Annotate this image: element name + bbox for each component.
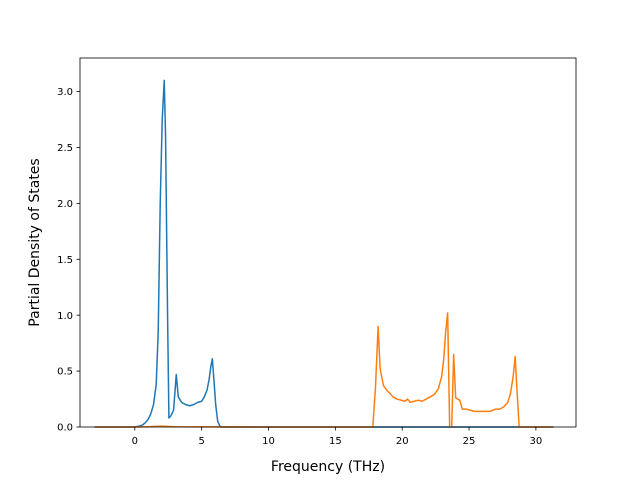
plot-area: [80, 58, 576, 427]
series-layer: [94, 79, 554, 428]
x-axis-label: Frequency (THz): [271, 459, 385, 475]
y-tick-label: 0.5: [57, 367, 73, 378]
x-tick-label: 10: [262, 436, 275, 447]
y-tick-label: 2.5: [57, 143, 73, 154]
y-tick-label: 1.0: [57, 311, 73, 322]
x-tick-label: 15: [329, 436, 342, 447]
y-axis-label: Partial Density of States: [27, 158, 43, 326]
y-tick-label: 3.0: [57, 87, 73, 98]
y-tick-label: 0.0: [57, 423, 73, 434]
y-tick-label: 2.0: [57, 199, 73, 210]
series-line-1: [94, 79, 554, 428]
x-axis-ticks: 0 5 10 15 20 25 30: [132, 427, 543, 447]
y-tick-label: 1.5: [57, 255, 73, 266]
series-line-2: [94, 312, 554, 428]
x-tick-label: 0: [132, 436, 138, 447]
x-tick-label: 5: [198, 436, 204, 447]
x-tick-label: 20: [396, 436, 409, 447]
plot-frame: [79, 57, 577, 428]
y-axis-ticks: 0.0 0.5 1.0 1.5 2.0 2.5 3.0: [57, 87, 80, 434]
x-tick-label: 25: [463, 436, 476, 447]
x-tick-label: 30: [530, 436, 543, 447]
